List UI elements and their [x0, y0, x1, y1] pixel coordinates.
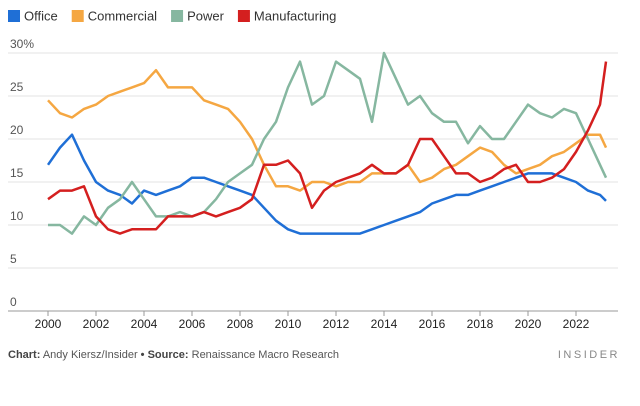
y-tick-label: 0 [10, 295, 17, 309]
footer-author: Andy Kiersz/Insider [43, 349, 138, 361]
x-tick-label: 2010 [275, 317, 302, 331]
x-tick-label: 2014 [371, 317, 398, 331]
y-tick-label: 25 [10, 80, 24, 94]
x-tick-label: 2004 [131, 317, 158, 331]
footer-source-label: Source: [148, 349, 189, 361]
y-tick-label: 20 [10, 123, 24, 137]
y-tick-label: 10 [10, 209, 24, 223]
x-tick-label: 2018 [467, 317, 494, 331]
y-tick-label: 15 [10, 166, 24, 180]
x-tick-label: 2006 [179, 317, 206, 331]
legend-swatch [171, 10, 184, 22]
x-tick-label: 2012 [323, 317, 350, 331]
legend-swatch [8, 10, 20, 22]
series-line [47, 61, 608, 235]
footer-source: Renaissance Macro Research [192, 349, 339, 361]
legend-label: Power [187, 8, 225, 23]
series-line [46, 133, 607, 235]
footer-chart-label: Chart: [8, 349, 40, 361]
x-tick-label: 2000 [35, 317, 62, 331]
series-line [47, 68, 608, 192]
x-tick-label: 2008 [227, 317, 254, 331]
legend-label: Manufacturing [254, 8, 336, 23]
x-tick-label: 2022 [563, 317, 590, 331]
legend-swatch [237, 10, 250, 22]
y-tick-label: 5 [10, 252, 17, 266]
x-tick-label: 2002 [83, 317, 110, 331]
footer-separator: • [141, 349, 145, 361]
legend-label: Office [24, 8, 58, 23]
legend-label: Commercial [88, 8, 157, 23]
x-tick-label: 2020 [515, 317, 542, 331]
x-tick-label: 2016 [419, 317, 446, 331]
y-tick-label: 30% [10, 37, 34, 51]
series-line [48, 51, 608, 235]
brand: INSIDER [558, 349, 620, 361]
footer: Chart: Andy Kiersz/Insider • Source: Ren… [8, 349, 339, 361]
legend-swatch [71, 10, 84, 22]
legend: Office Commercial Power Manufacturing [8, 8, 336, 23]
